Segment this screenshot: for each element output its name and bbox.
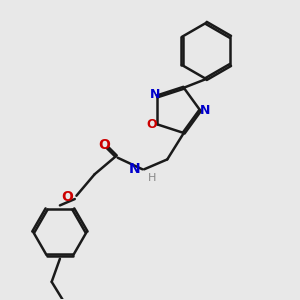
Text: H: H bbox=[148, 173, 157, 183]
Text: N: N bbox=[150, 88, 161, 101]
Text: O: O bbox=[61, 190, 73, 204]
Text: O: O bbox=[146, 118, 157, 131]
Text: N: N bbox=[129, 162, 141, 176]
Text: N: N bbox=[200, 104, 210, 117]
Text: O: O bbox=[99, 137, 110, 152]
